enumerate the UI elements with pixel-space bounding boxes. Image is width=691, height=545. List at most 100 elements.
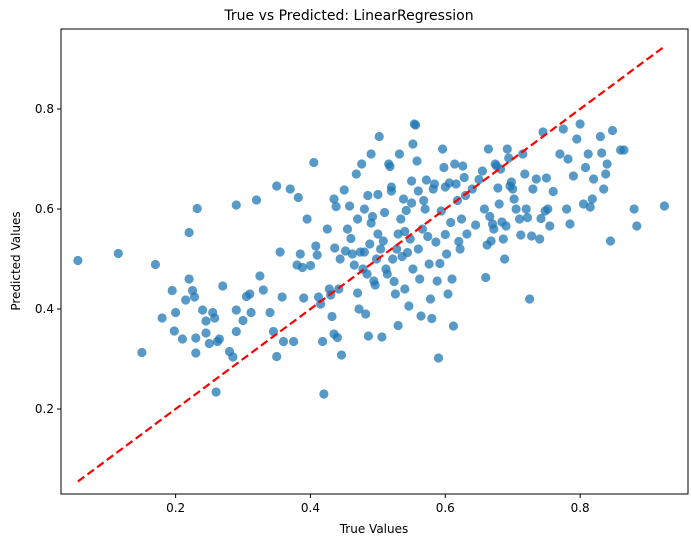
data-point bbox=[423, 231, 433, 242]
data-point bbox=[402, 247, 413, 258]
data-point bbox=[572, 134, 582, 144]
data-point bbox=[508, 184, 518, 194]
data-point bbox=[349, 260, 359, 270]
data-point bbox=[150, 259, 160, 270]
data-point bbox=[265, 307, 275, 318]
data-point bbox=[599, 184, 609, 194]
data-point bbox=[486, 236, 496, 246]
data-point bbox=[440, 229, 450, 240]
data-point bbox=[275, 247, 285, 257]
data-point bbox=[277, 292, 287, 302]
data-point bbox=[157, 313, 167, 323]
data-point bbox=[516, 230, 526, 240]
data-point bbox=[210, 313, 220, 323]
data-point bbox=[605, 236, 616, 246]
data-point bbox=[602, 159, 612, 169]
data-point bbox=[339, 185, 349, 195]
data-point bbox=[376, 244, 386, 254]
data-point bbox=[565, 219, 575, 229]
data-point bbox=[302, 214, 312, 224]
data-point bbox=[498, 234, 508, 244]
data-point bbox=[413, 244, 423, 254]
data-point bbox=[411, 120, 421, 130]
data-point bbox=[293, 192, 303, 203]
data-point bbox=[377, 332, 387, 342]
data-point bbox=[400, 284, 410, 294]
data-point bbox=[322, 224, 332, 234]
data-point bbox=[541, 173, 552, 183]
data-point bbox=[493, 183, 503, 193]
x-tick-label: 0.8 bbox=[571, 501, 590, 515]
x-tick-label: 0.6 bbox=[436, 501, 455, 515]
data-point bbox=[295, 249, 305, 259]
x-axis: 0.2 0.4 0.6 0.8 bbox=[166, 494, 590, 515]
data-point bbox=[311, 241, 321, 251]
data-point bbox=[388, 254, 398, 264]
y-axis-label: Predicted Values bbox=[9, 211, 23, 310]
data-point bbox=[231, 200, 241, 210]
data-point bbox=[316, 299, 326, 309]
y-tick-label: 0.6 bbox=[35, 202, 54, 216]
data-point bbox=[568, 171, 579, 181]
data-point bbox=[489, 224, 499, 234]
data-point bbox=[563, 154, 573, 164]
x-tick-label: 0.2 bbox=[166, 501, 185, 515]
data-point bbox=[413, 186, 423, 196]
data-point bbox=[474, 174, 484, 185]
y-tick-label: 0.4 bbox=[35, 302, 54, 316]
data-point bbox=[184, 274, 194, 284]
data-point bbox=[506, 177, 516, 187]
data-point bbox=[327, 311, 337, 322]
data-point bbox=[367, 211, 378, 222]
data-point bbox=[479, 204, 489, 214]
data-point bbox=[359, 204, 369, 214]
data-point bbox=[521, 204, 531, 214]
data-point bbox=[329, 194, 339, 204]
data-point bbox=[401, 205, 411, 216]
data-point bbox=[548, 186, 558, 197]
data-point bbox=[416, 311, 426, 321]
data-point bbox=[342, 224, 353, 234]
data-point bbox=[137, 347, 147, 358]
data-point bbox=[335, 254, 345, 264]
data-point bbox=[184, 227, 194, 238]
data-point bbox=[396, 214, 406, 224]
data-point bbox=[454, 236, 464, 247]
data-point bbox=[518, 149, 528, 159]
data-point bbox=[455, 244, 465, 254]
data-point bbox=[245, 289, 255, 299]
data-point bbox=[319, 389, 329, 399]
data-point bbox=[451, 179, 461, 189]
data-point bbox=[629, 204, 639, 214]
data-point bbox=[167, 285, 177, 296]
data-point bbox=[357, 159, 367, 169]
data-point bbox=[332, 332, 342, 343]
data-point bbox=[394, 149, 404, 159]
data-point bbox=[278, 336, 289, 347]
data-point bbox=[353, 288, 363, 298]
data-point bbox=[408, 139, 418, 149]
data-point bbox=[251, 195, 262, 205]
data-point bbox=[272, 181, 282, 191]
data-point bbox=[443, 289, 453, 299]
data-point bbox=[258, 285, 268, 295]
data-point bbox=[171, 307, 181, 318]
data-point bbox=[535, 234, 545, 244]
data-point bbox=[189, 292, 200, 302]
data-point bbox=[456, 214, 467, 224]
data-point bbox=[528, 184, 538, 194]
data-point bbox=[458, 161, 468, 171]
data-point bbox=[285, 184, 295, 194]
data-point bbox=[597, 148, 607, 158]
data-point bbox=[607, 125, 618, 136]
data-point bbox=[246, 307, 256, 318]
data-point bbox=[442, 249, 452, 259]
data-point bbox=[201, 316, 211, 326]
data-point bbox=[522, 212, 533, 223]
data-point bbox=[201, 328, 211, 338]
data-point bbox=[305, 260, 316, 271]
data-point bbox=[398, 194, 409, 204]
data-point bbox=[354, 304, 364, 314]
data-point bbox=[555, 149, 565, 159]
data-point bbox=[447, 274, 457, 284]
